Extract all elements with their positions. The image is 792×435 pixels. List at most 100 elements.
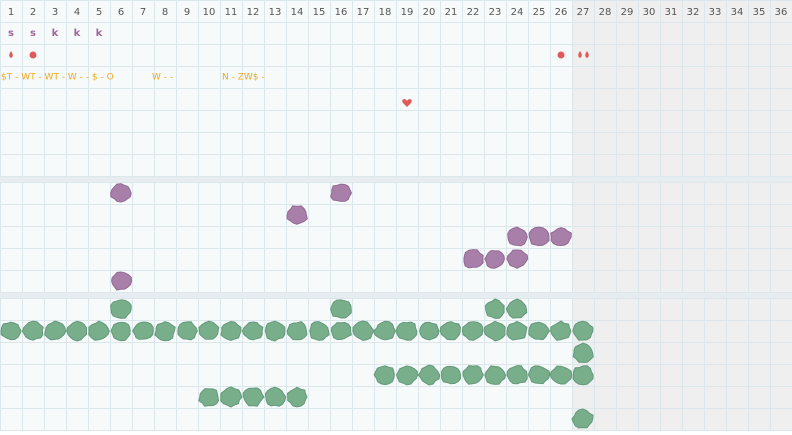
event-blob <box>220 320 242 341</box>
event-blob <box>440 365 462 385</box>
column-number: 35 <box>753 7 766 18</box>
event-blob <box>506 365 528 385</box>
column-number: 21 <box>445 7 458 18</box>
event-blob <box>330 299 352 319</box>
event-blob <box>506 249 529 269</box>
column-number: 19 <box>401 7 414 18</box>
event-blob <box>462 365 484 385</box>
column-number: 28 <box>599 7 612 18</box>
column-number: 9 <box>184 7 190 18</box>
column-number: 6 <box>118 7 124 18</box>
event-blob <box>110 321 131 342</box>
event-blob <box>286 386 308 408</box>
event-blob <box>439 321 461 341</box>
column-number: 7 <box>140 7 146 18</box>
column-number: 29 <box>621 7 634 18</box>
column-number: 14 <box>291 7 304 18</box>
day-letter: s <box>30 28 36 39</box>
event-blob <box>352 320 375 342</box>
event-blob <box>330 183 353 202</box>
event-blob <box>110 183 132 203</box>
heart-icon <box>402 99 412 107</box>
event-blob <box>506 320 528 341</box>
event-blob <box>463 249 484 269</box>
event-blob <box>572 342 594 363</box>
column-number: 17 <box>357 7 370 18</box>
event-blob <box>177 321 198 341</box>
column-number: 11 <box>225 7 238 18</box>
event-blob <box>527 365 551 385</box>
event-blob <box>572 320 594 341</box>
drop-icon <box>585 51 589 58</box>
column-number: 25 <box>533 7 546 18</box>
column-number: 15 <box>313 7 326 18</box>
event-blob <box>550 320 572 341</box>
column-number: 30 <box>643 7 656 18</box>
event-blob <box>44 320 67 341</box>
event-blob <box>572 365 594 386</box>
dot-icon <box>29 51 37 59</box>
note: N - ZW$ - <box>222 73 265 83</box>
note: $T - WT - WT - W - - $ - O <box>1 73 114 83</box>
column-number: 18 <box>379 7 392 18</box>
event-blob <box>373 320 397 341</box>
event-blob <box>485 298 505 319</box>
dot-icon <box>557 51 565 59</box>
event-blob <box>0 321 22 341</box>
event-blob <box>417 364 441 386</box>
day-letter: k <box>96 28 103 39</box>
column-number: 33 <box>709 7 722 18</box>
event-blob <box>110 299 132 319</box>
event-blob <box>549 365 573 385</box>
column-number: 13 <box>269 7 282 18</box>
event-blob <box>419 321 440 341</box>
event-blob <box>484 250 505 269</box>
separator <box>0 292 792 298</box>
column-number: 24 <box>511 7 524 18</box>
column-number: 31 <box>665 7 678 18</box>
column-number: 1 <box>8 7 14 18</box>
column-number: 16 <box>335 7 348 18</box>
event-blob <box>373 365 395 386</box>
event-blob <box>198 388 220 407</box>
event-blob <box>132 321 154 340</box>
event-blob <box>528 226 550 247</box>
event-blob <box>88 320 110 341</box>
day-letter: k <box>52 28 59 39</box>
column-number: 12 <box>247 7 260 18</box>
event-blob <box>241 321 264 341</box>
column-number: 32 <box>687 7 700 18</box>
event-blob <box>330 321 352 340</box>
column-number: 8 <box>162 7 168 18</box>
column-number: 27 <box>577 7 590 18</box>
day-letter: s <box>8 28 14 39</box>
column-number: 36 <box>775 7 788 18</box>
event-blob <box>505 298 528 319</box>
event-blob <box>396 365 419 386</box>
column-number: 20 <box>423 7 436 18</box>
event-blob <box>571 408 594 429</box>
note: W - - <box>152 73 173 83</box>
event-blob <box>507 226 528 247</box>
event-blob <box>286 321 308 341</box>
event-blob <box>395 321 418 341</box>
column-number: 26 <box>555 7 568 18</box>
event-blob <box>484 365 507 385</box>
event-blob <box>111 271 133 291</box>
event-blob <box>242 387 265 407</box>
event-blob <box>461 321 484 341</box>
column-number: 23 <box>489 7 502 18</box>
column-number: 3 <box>52 7 58 18</box>
column-number: 5 <box>96 7 102 18</box>
column-number: 34 <box>731 7 744 18</box>
event-blob <box>198 320 220 340</box>
event-blob <box>528 321 551 341</box>
day-letter: k <box>74 28 81 39</box>
column-number: 10 <box>203 7 216 18</box>
column-number: 4 <box>74 7 80 18</box>
event-blob <box>220 386 243 408</box>
column-number: 22 <box>467 7 480 18</box>
event-blob <box>483 320 506 342</box>
